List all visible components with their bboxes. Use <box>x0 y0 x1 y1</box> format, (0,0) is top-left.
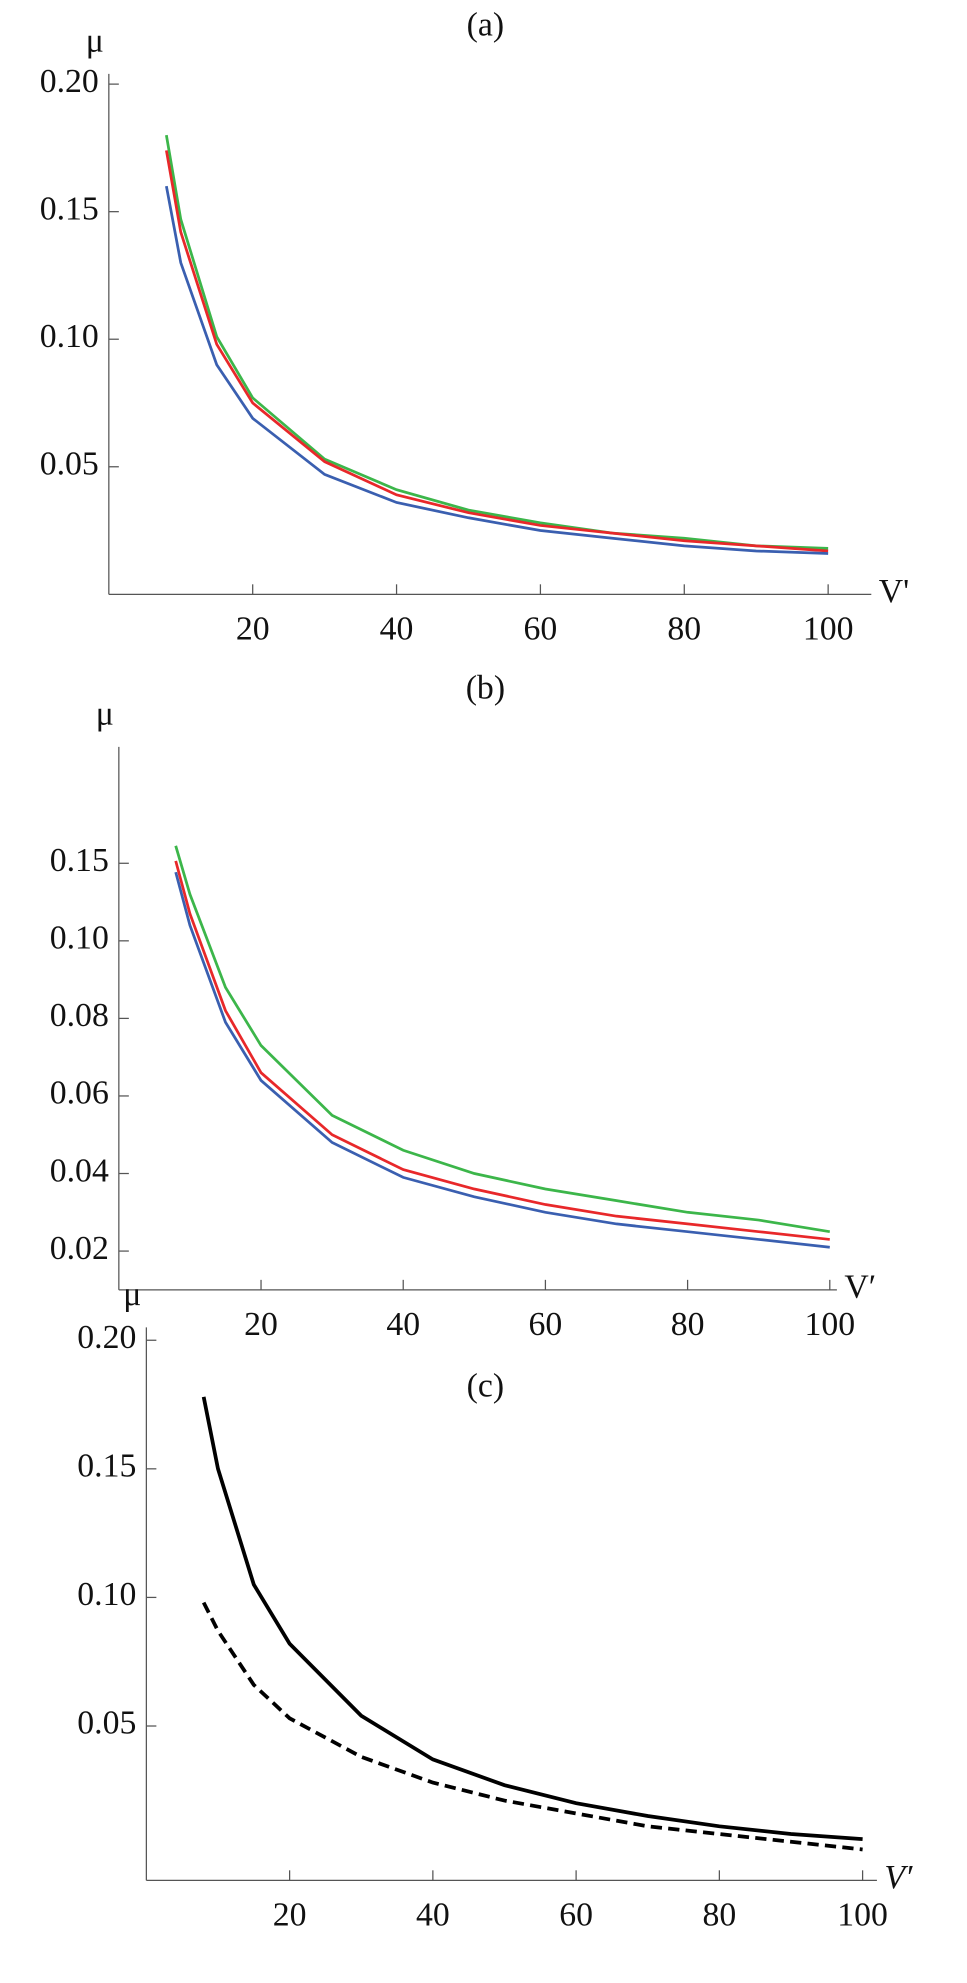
panel-title: (c) <box>467 1367 504 1404</box>
x-tick-label: 80 <box>667 611 701 648</box>
x-tick-label: 100 <box>804 1306 855 1343</box>
x-tick-label: 60 <box>524 611 558 648</box>
y-axis-label: μ <box>86 23 104 60</box>
x-tick-label: 20 <box>273 1897 307 1934</box>
x-tick-label: 60 <box>559 1897 593 1934</box>
y-tick-label: 0.02 <box>50 1230 109 1267</box>
y-axis-label: μ <box>123 1276 141 1313</box>
x-tick-label: 80 <box>702 1897 736 1934</box>
x-axis-label: V' <box>879 573 909 610</box>
y-tick-label: 0.10 <box>77 1576 136 1613</box>
y-tick-label: 0.06 <box>50 1075 109 1112</box>
series-line <box>165 185 829 555</box>
y-tick-label: 0.15 <box>50 842 109 879</box>
y-tick-label: 0.08 <box>50 997 109 1034</box>
panel-title: (b) <box>466 669 505 706</box>
series-line <box>165 134 829 550</box>
y-tick-label: 0.15 <box>40 190 99 227</box>
y-tick-label: 0.10 <box>50 920 109 957</box>
series-line <box>201 1396 863 1842</box>
y-axis-label: μ <box>96 696 114 733</box>
x-axis-label: V′ <box>884 1859 913 1896</box>
series-line <box>165 150 829 553</box>
x-tick-label: 20 <box>244 1306 278 1343</box>
y-tick-label: 0.20 <box>77 1319 136 1356</box>
x-tick-label: 20 <box>236 611 270 648</box>
series-line <box>201 1601 863 1852</box>
x-tick-label: 100 <box>803 611 854 648</box>
x-axis-label: V′ <box>844 1269 876 1306</box>
series-line <box>174 860 830 1241</box>
x-tick-label: 40 <box>380 611 414 648</box>
x-tick-label: 40 <box>416 1897 450 1934</box>
x-tick-label: 40 <box>386 1306 420 1343</box>
panel-title: (a) <box>467 6 504 43</box>
x-tick-label: 60 <box>529 1306 563 1343</box>
y-tick-label: 0.20 <box>40 63 99 100</box>
y-tick-label: 0.05 <box>77 1705 136 1742</box>
series-line <box>174 845 831 1234</box>
x-tick-label: 80 <box>671 1306 705 1343</box>
y-tick-label: 0.15 <box>77 1448 136 1485</box>
series-line <box>174 871 830 1249</box>
y-tick-label: 0.04 <box>50 1152 109 1189</box>
x-tick-label: 100 <box>837 1897 888 1934</box>
y-tick-label: 0.05 <box>40 446 99 483</box>
y-tick-label: 0.10 <box>40 318 99 355</box>
